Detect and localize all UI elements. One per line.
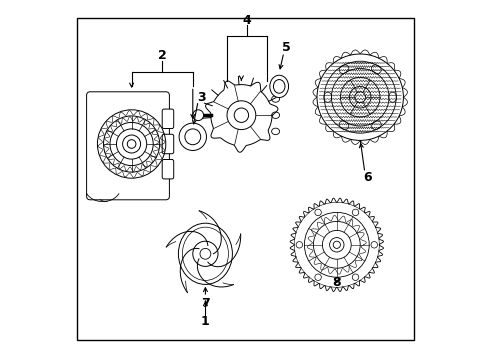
Text: 3: 3 — [197, 91, 205, 104]
Bar — [77, 18, 414, 340]
FancyBboxPatch shape — [162, 134, 174, 154]
Text: 7: 7 — [201, 297, 210, 310]
Circle shape — [179, 123, 206, 150]
Ellipse shape — [270, 75, 289, 98]
Text: 2: 2 — [158, 49, 167, 62]
Ellipse shape — [178, 223, 232, 284]
Circle shape — [193, 110, 204, 121]
FancyBboxPatch shape — [162, 159, 174, 179]
Text: 8: 8 — [333, 276, 341, 289]
Circle shape — [317, 54, 403, 140]
Text: 6: 6 — [363, 171, 372, 184]
Text: 5: 5 — [282, 41, 291, 54]
Text: 4: 4 — [243, 14, 251, 27]
FancyBboxPatch shape — [162, 109, 174, 129]
Text: 1: 1 — [201, 315, 210, 328]
FancyBboxPatch shape — [87, 92, 170, 200]
